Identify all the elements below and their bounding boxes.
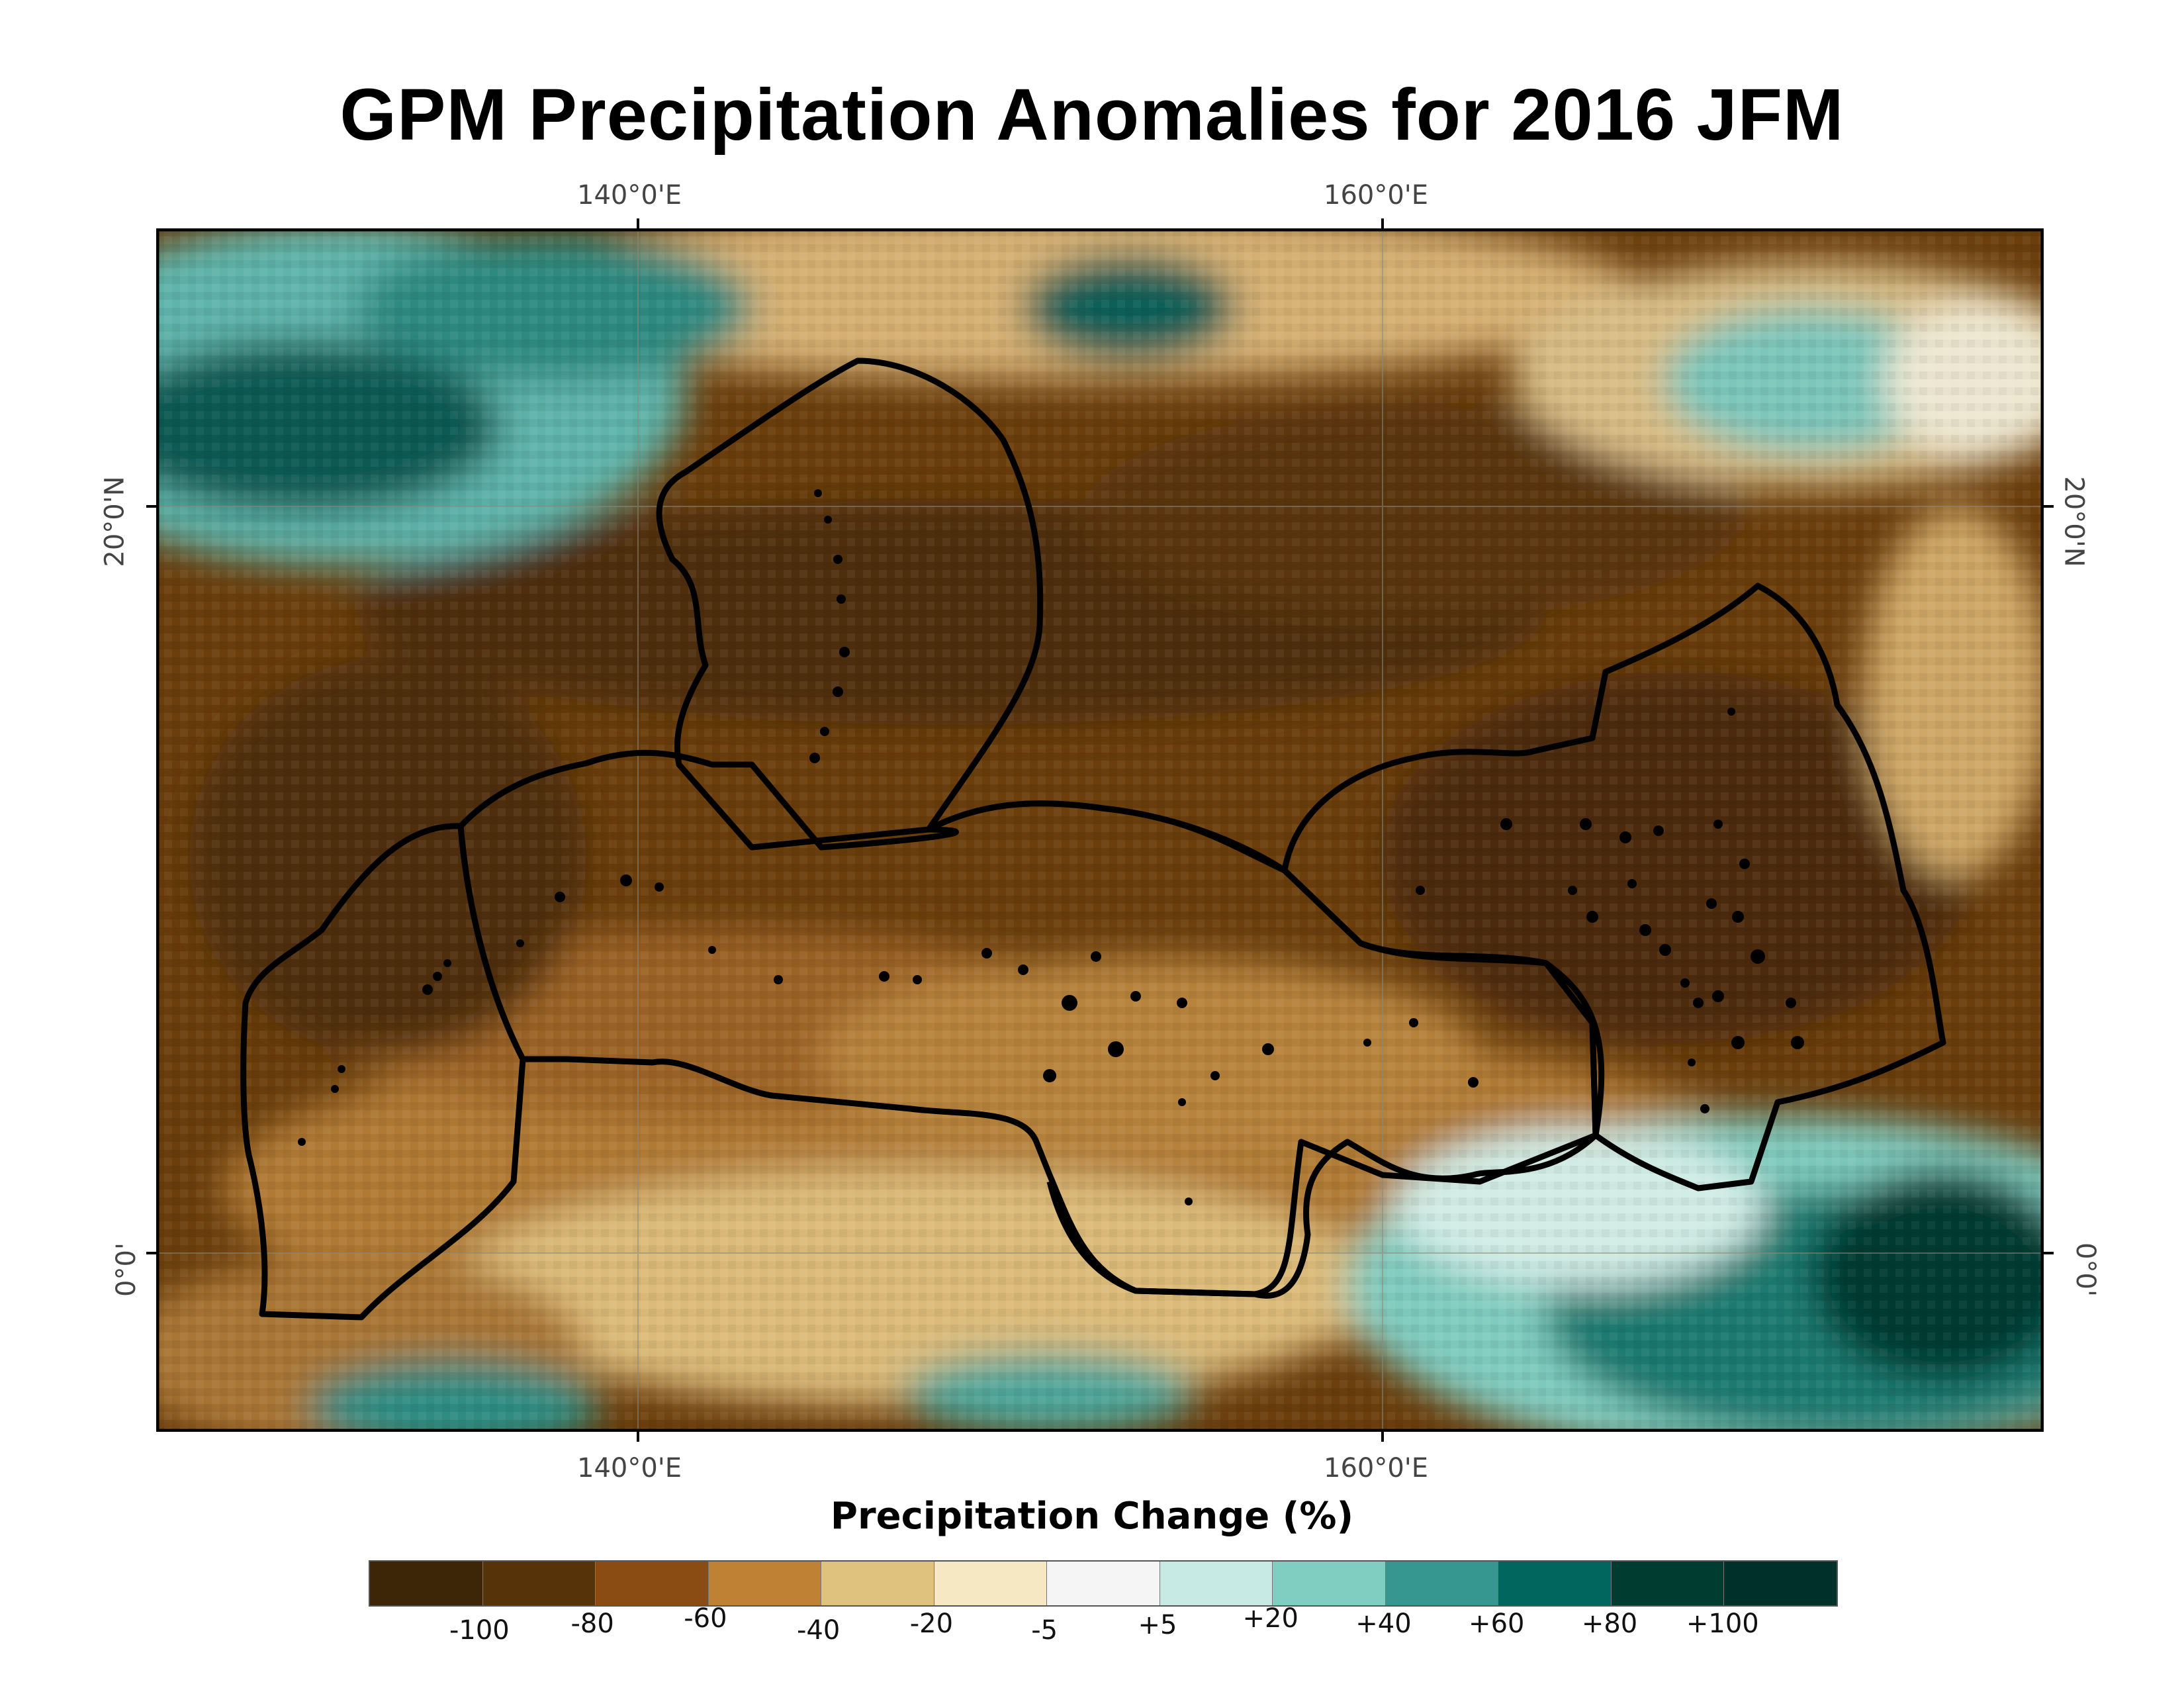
precipitation-anomaly-map xyxy=(156,228,2044,1432)
legend-swatch-6 xyxy=(1047,1562,1160,1605)
region-outline-east[interactable] xyxy=(1281,583,1946,1192)
color-legend-bar xyxy=(369,1560,1838,1607)
map-frame-border xyxy=(156,228,2044,1432)
anomaly-field xyxy=(156,228,2044,1432)
legend-swatch-5 xyxy=(934,1562,1048,1605)
legend-swatch-8 xyxy=(1273,1562,1386,1605)
right-lat-label-0: 0°0' xyxy=(2070,1243,2101,1297)
legend-swatch-11 xyxy=(1611,1562,1725,1605)
right-lat-label-20n: 20°0'N xyxy=(2058,476,2089,567)
legend-label: +5 xyxy=(1138,1610,1177,1640)
left-lat-label-0: 0°0' xyxy=(111,1243,142,1297)
legend-label: +80 xyxy=(1581,1609,1638,1639)
legend-label: +20 xyxy=(1242,1603,1298,1634)
legend-swatch-3 xyxy=(708,1562,822,1605)
region-outlines xyxy=(240,357,1946,1321)
legend-label: -20 xyxy=(909,1609,954,1639)
bottom-lon-label-140: 140°0'E xyxy=(577,1453,682,1483)
legend-label: +100 xyxy=(1686,1609,1759,1639)
bottom-lon-label-160: 160°0'E xyxy=(1324,1453,1429,1483)
left-lat-label-20n: 20°0'N xyxy=(99,476,130,567)
legend-label: -5 xyxy=(1031,1615,1058,1646)
legend-swatch-12 xyxy=(1724,1562,1837,1605)
legend-swatch-7 xyxy=(1160,1562,1273,1605)
map-panel[interactable] xyxy=(156,228,2044,1432)
legend-swatch-9 xyxy=(1385,1562,1499,1605)
map-title: GPM Precipitation Anomalies for 2016 JFM xyxy=(340,74,1844,156)
legend-label: -40 xyxy=(796,1615,841,1646)
legend-label: +60 xyxy=(1469,1609,1525,1639)
legend-title: Precipitation Change (%) xyxy=(830,1495,1354,1538)
island-markers xyxy=(298,489,1804,1205)
legend-swatch-4 xyxy=(821,1562,934,1605)
top-lon-label-140: 140°0'E xyxy=(577,180,682,211)
region-outline-north[interactable] xyxy=(656,357,1044,851)
legend-label: -60 xyxy=(684,1603,727,1634)
top-lon-label-160: 160°0'E xyxy=(1324,180,1429,211)
legend-swatch-2 xyxy=(596,1562,709,1605)
legend-swatch-1 xyxy=(482,1562,596,1605)
region-outline-central-east[interactable] xyxy=(927,800,1605,1299)
legend-swatch-10 xyxy=(1498,1562,1612,1605)
legend-swatch-0 xyxy=(370,1562,483,1605)
legend-label: -100 xyxy=(449,1615,510,1646)
legend-label: -80 xyxy=(570,1609,614,1639)
legend-label: +40 xyxy=(1355,1609,1412,1639)
